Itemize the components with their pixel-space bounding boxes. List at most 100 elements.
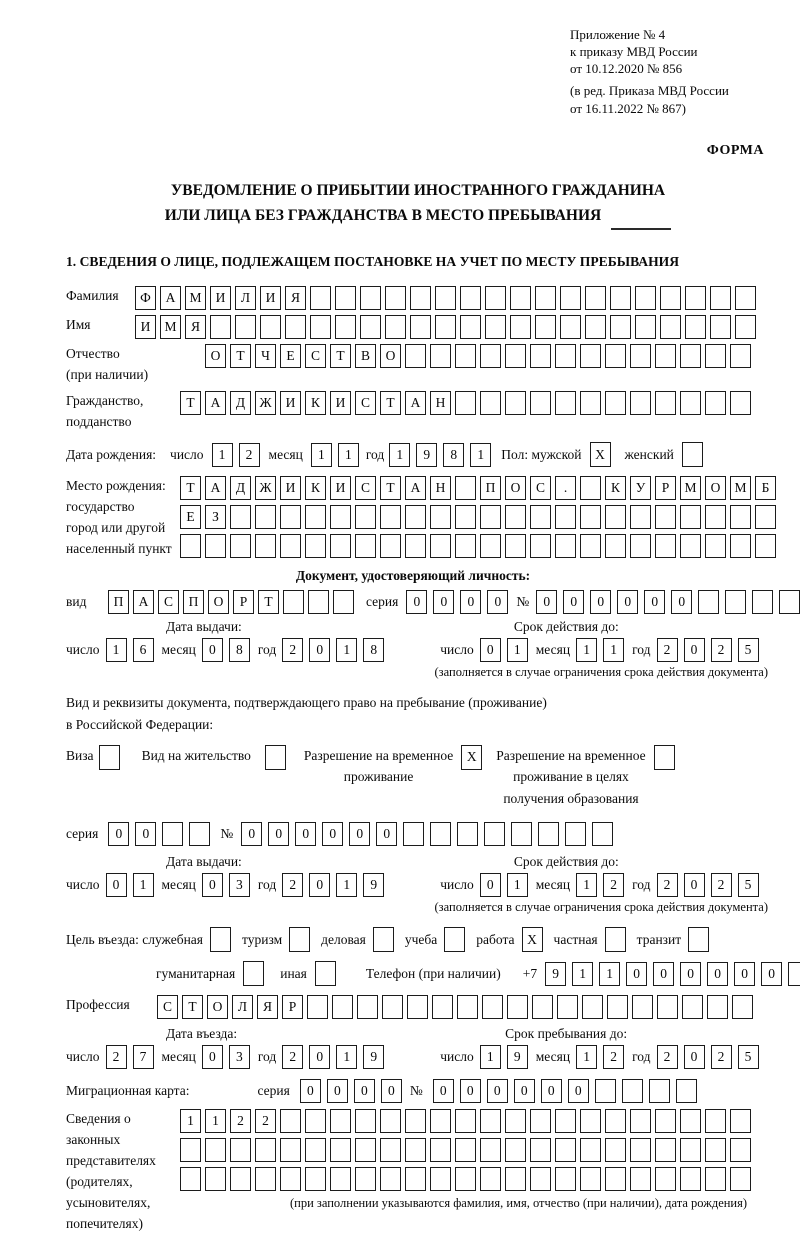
form-cell[interactable]: 0 [567, 1079, 589, 1104]
form-cell[interactable]: 1 [180, 1109, 201, 1134]
form-cell[interactable] [230, 505, 251, 530]
form-cell[interactable] [532, 995, 553, 1020]
form-cell[interactable] [530, 1109, 551, 1134]
form-cell[interactable]: 0 [268, 822, 290, 847]
form-cell[interactable] [180, 534, 201, 559]
form-cell[interactable] [732, 995, 753, 1020]
form-cell[interactable]: 0 [653, 961, 675, 986]
form-cell[interactable] [307, 995, 328, 1020]
form-cell[interactable]: 1 [506, 638, 528, 663]
form-cell[interactable] [405, 1167, 426, 1192]
form-cell[interactable]: П [480, 476, 501, 501]
form-cell[interactable] [380, 1109, 401, 1134]
form-cell[interactable]: 1 [132, 873, 154, 898]
form-cell[interactable] [407, 995, 428, 1020]
form-cell[interactable]: 1 [205, 1109, 226, 1134]
form-cell[interactable]: М [185, 286, 206, 311]
form-cell[interactable] [505, 344, 526, 369]
form-cell[interactable] [530, 344, 551, 369]
form-cell[interactable] [435, 315, 456, 340]
form-cell[interactable]: К [305, 391, 326, 416]
form-cell[interactable]: 5 [737, 1045, 759, 1070]
form-cell[interactable] [680, 1167, 701, 1192]
form-cell[interactable]: 3 [228, 873, 250, 898]
form-cell[interactable] [655, 534, 676, 559]
form-cell[interactable]: 2 [603, 873, 625, 898]
form-cell[interactable] [607, 995, 628, 1020]
form-cell[interactable]: 2 [230, 1109, 251, 1134]
form-cell[interactable] [385, 286, 406, 311]
form-cell[interactable] [605, 534, 626, 559]
form-cell[interactable] [330, 505, 351, 530]
form-cell[interactable] [580, 1167, 601, 1192]
form-cell[interactable] [605, 1167, 626, 1192]
form-cell[interactable] [162, 822, 184, 847]
form-cell[interactable] [680, 1109, 701, 1134]
form-cell[interactable] [580, 391, 601, 416]
form-cell[interactable] [755, 505, 776, 530]
form-cell[interactable] [403, 822, 425, 847]
form-cell[interactable]: Т [330, 344, 351, 369]
form-cell[interactable] [480, 505, 501, 530]
form-cell[interactable]: С [355, 476, 376, 501]
form-cell[interactable]: Т [180, 391, 201, 416]
form-cell[interactable]: 0 [683, 638, 705, 663]
form-cell[interactable]: 0 [135, 822, 157, 847]
form-cell[interactable] [585, 315, 606, 340]
form-cell[interactable] [330, 1109, 351, 1134]
form-cell[interactable] [430, 505, 451, 530]
form-cell[interactable] [555, 391, 576, 416]
form-cell[interactable] [685, 315, 706, 340]
form-cell[interactable]: 1 [576, 638, 598, 663]
checkbox-purpose-tourism[interactable] [289, 927, 311, 953]
form-cell[interactable]: Р [655, 476, 676, 501]
form-cell[interactable] [485, 286, 506, 311]
form-cell[interactable] [410, 286, 431, 311]
form-cell[interactable] [280, 1167, 301, 1192]
form-cell[interactable] [752, 590, 774, 615]
form-cell[interactable]: 0 [376, 822, 398, 847]
form-cell[interactable] [285, 315, 306, 340]
form-cell[interactable]: 0 [536, 590, 558, 615]
form-cell[interactable]: Л [232, 995, 253, 1020]
form-cell[interactable] [405, 344, 426, 369]
checkbox-purpose-transit[interactable] [688, 927, 710, 953]
form-cell[interactable] [308, 590, 329, 615]
form-cell[interactable]: 2 [255, 1109, 276, 1134]
form-cell[interactable]: А [205, 476, 226, 501]
form-cell[interactable] [505, 1167, 526, 1192]
form-cell[interactable]: К [305, 476, 326, 501]
form-cell[interactable]: К [605, 476, 626, 501]
form-cell[interactable] [630, 1138, 651, 1163]
form-cell[interactable] [555, 534, 576, 559]
form-cell[interactable] [635, 315, 656, 340]
form-cell[interactable]: В [355, 344, 376, 369]
form-cell[interactable]: 2 [656, 1045, 678, 1070]
form-cell[interactable] [430, 344, 451, 369]
form-cell[interactable] [432, 995, 453, 1020]
form-cell[interactable] [530, 1138, 551, 1163]
form-cell[interactable]: 0 [617, 590, 639, 615]
form-cell[interactable]: О [207, 995, 228, 1020]
form-cell[interactable] [580, 476, 601, 501]
form-cell[interactable] [655, 391, 676, 416]
form-cell[interactable]: Е [180, 505, 201, 530]
form-cell[interactable]: И [210, 286, 231, 311]
form-cell[interactable]: 0 [460, 590, 482, 615]
form-cell[interactable]: 8 [443, 442, 465, 467]
checkbox-visa[interactable] [98, 744, 120, 770]
form-cell[interactable]: М [160, 315, 181, 340]
form-cell[interactable]: 1 [599, 961, 621, 986]
form-cell[interactable] [592, 822, 614, 847]
form-cell[interactable] [380, 505, 401, 530]
form-cell[interactable]: П [183, 590, 204, 615]
form-cell[interactable] [385, 315, 406, 340]
form-cell[interactable]: 0 [540, 1079, 562, 1104]
form-cell[interactable]: 1 [576, 1045, 598, 1070]
form-cell[interactable] [655, 1167, 676, 1192]
form-cell[interactable]: 0 [432, 1079, 454, 1104]
checkbox-temp-residence-edu[interactable] [653, 744, 675, 770]
form-cell[interactable]: З [205, 505, 226, 530]
form-cell[interactable]: Я [285, 286, 306, 311]
form-cell[interactable] [635, 286, 656, 311]
